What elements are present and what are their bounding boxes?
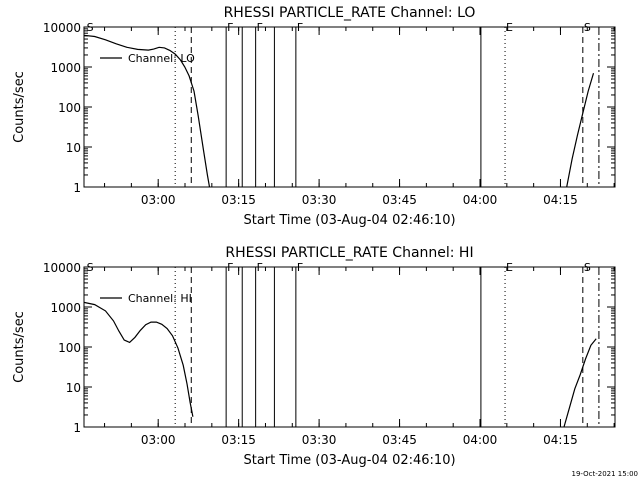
plot-frame xyxy=(83,26,616,188)
x-tick-label: 03:15 xyxy=(221,433,256,447)
x-tick-label: 04:00 xyxy=(463,193,498,207)
y-tick-label: 1 xyxy=(73,181,81,195)
event-marker-label: S xyxy=(584,21,591,34)
lo-channel-panel: RHESSI PARTICLE_RATE Channel: LO 1 10 100 10… xyxy=(12,5,616,228)
x-axis-label: Start Time (03-Aug-04 02:46:10) xyxy=(243,213,455,228)
y-tick-label: 100 xyxy=(58,101,81,115)
x-tick-label: 04:15 xyxy=(543,433,578,447)
chart-title: RHESSI PARTICLE_RATE Channel: LO xyxy=(224,5,476,21)
x-tick-label: 03:30 xyxy=(302,433,337,447)
y-tick-label: 10000 xyxy=(43,261,81,275)
y-tick-label: 10 xyxy=(66,381,81,395)
series-line xyxy=(566,73,595,188)
event-marker-label: F xyxy=(297,21,303,34)
y-tick-label: 10000 xyxy=(43,21,81,35)
event-marker-label: S xyxy=(87,21,94,34)
event-marker-label: E xyxy=(506,261,513,274)
event-marker-label: E xyxy=(506,21,513,34)
series-line xyxy=(563,338,597,428)
legend-label: Channel: LO xyxy=(128,52,195,65)
event-marker-label: F xyxy=(227,261,233,274)
x-tick-label: 03:00 xyxy=(141,433,176,447)
x-tick-label: 04:00 xyxy=(463,433,498,447)
x-tick-label: 03:45 xyxy=(382,433,417,447)
series-line xyxy=(83,34,211,188)
hi-channel-panel: RHESSI PARTICLE_RATE Channel: HI 1 10 100 10… xyxy=(12,245,616,468)
y-tick-label: 100 xyxy=(58,341,81,355)
y-axis-label: Counts/sec xyxy=(12,71,27,143)
plot-frame xyxy=(83,266,616,428)
series-line xyxy=(83,301,194,417)
x-tick-label: 03:45 xyxy=(382,193,417,207)
chart-title: RHESSI PARTICLE_RATE Channel: HI xyxy=(225,245,473,261)
x-axis-label: Start Time (03-Aug-04 02:46:10) xyxy=(243,453,455,468)
y-tick-label: 1000 xyxy=(50,301,81,315)
x-tick-label: 03:30 xyxy=(302,193,337,207)
x-tick-label: 03:00 xyxy=(141,193,176,207)
legend-label: Channel: HI xyxy=(128,292,192,305)
event-marker-label: F xyxy=(257,21,263,34)
event-marker-label: F xyxy=(257,261,263,274)
event-marker-label: F xyxy=(227,21,233,34)
y-tick-label: 10 xyxy=(66,141,81,155)
event-marker-label: S xyxy=(584,261,591,274)
event-marker-label: S xyxy=(87,261,94,274)
y-axis-label: Counts/sec xyxy=(12,311,27,383)
event-marker-label: F xyxy=(297,261,303,274)
y-tick-label: 1 xyxy=(73,421,81,435)
x-tick-label: 04:15 xyxy=(543,193,578,207)
x-tick-label: 03:15 xyxy=(221,193,256,207)
footer-timestamp: 19-Oct-2021 15:00 xyxy=(572,470,638,478)
y-tick-label: 1000 xyxy=(50,61,81,75)
